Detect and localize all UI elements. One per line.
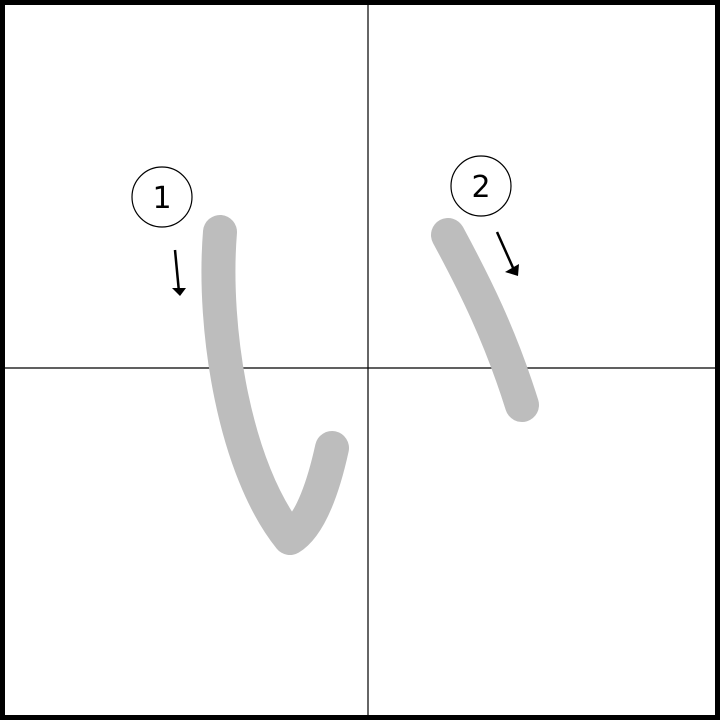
stroke-1-path bbox=[201, 215, 349, 555]
stroke-2-number: 2 bbox=[471, 170, 490, 205]
stroke-1-number-circle bbox=[131, 166, 193, 228]
stroke-2-path bbox=[431, 218, 539, 422]
stroke-2-number-marker: 2 bbox=[450, 155, 512, 217]
stroke-2-direction-arrow-icon bbox=[495, 231, 519, 276]
stroke-1-direction-arrow-icon bbox=[172, 249, 186, 296]
stroke-2-number-circle bbox=[450, 155, 512, 217]
stroke-1-number-marker: 1 bbox=[131, 166, 193, 228]
stroke-1-number: 1 bbox=[152, 181, 171, 216]
